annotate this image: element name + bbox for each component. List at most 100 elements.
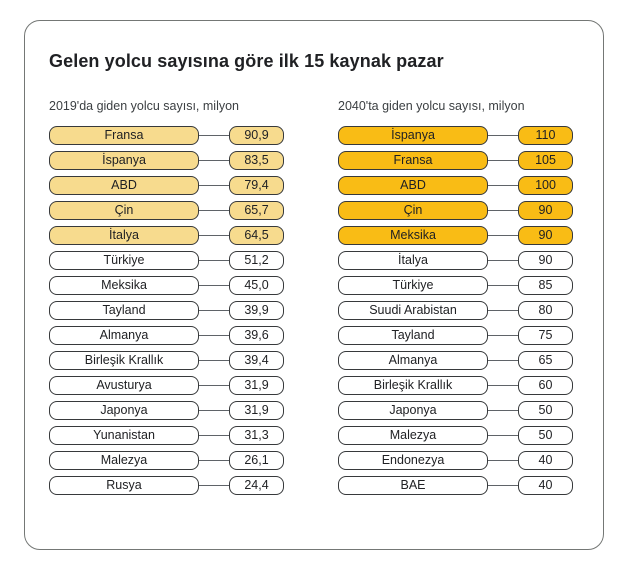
connector-line bbox=[199, 409, 229, 412]
connector-line bbox=[199, 184, 229, 187]
value-box: 64,5 bbox=[229, 226, 284, 245]
value-box: 105 bbox=[518, 151, 573, 170]
connector-line bbox=[199, 284, 229, 287]
value-box: 65,7 bbox=[229, 201, 284, 220]
connector-line bbox=[199, 159, 229, 162]
connector-line bbox=[199, 209, 229, 212]
country-box: Çin bbox=[49, 201, 199, 220]
value-box: 39,6 bbox=[229, 326, 284, 345]
rank-row: Birleşik Krallık 39,4 bbox=[49, 351, 284, 370]
connector-line bbox=[199, 384, 229, 387]
rank-row: İtalya 90 bbox=[338, 251, 573, 270]
country-box: Türkiye bbox=[49, 251, 199, 270]
country-box: BAE bbox=[338, 476, 488, 495]
value-box: 50 bbox=[518, 401, 573, 420]
country-box: Malezya bbox=[338, 426, 488, 445]
country-box: Almanya bbox=[49, 326, 199, 345]
country-box: Endonezya bbox=[338, 451, 488, 470]
connector-line bbox=[199, 359, 229, 362]
value-box: 90 bbox=[518, 251, 573, 270]
connector-line bbox=[199, 434, 229, 437]
country-box: Birleşik Krallık bbox=[49, 351, 199, 370]
connector-line bbox=[488, 309, 518, 312]
value-box: 75 bbox=[518, 326, 573, 345]
rank-row: Rusya 24,4 bbox=[49, 476, 284, 495]
rank-row: Endonezya 40 bbox=[338, 451, 573, 470]
country-box: Suudi Arabistan bbox=[338, 301, 488, 320]
value-box: 85 bbox=[518, 276, 573, 295]
country-box: Malezya bbox=[49, 451, 199, 470]
connector-line bbox=[488, 434, 518, 437]
country-box: İspanya bbox=[49, 151, 199, 170]
country-box: Tayland bbox=[49, 301, 199, 320]
column-2040: 2040'ta giden yolcu sayısı, milyon İspan… bbox=[338, 99, 573, 495]
country-box: Avusturya bbox=[49, 376, 199, 395]
country-box: Tayland bbox=[338, 326, 488, 345]
value-box: 90,9 bbox=[229, 126, 284, 145]
connector-line bbox=[488, 234, 518, 237]
rank-row: Meksika 90 bbox=[338, 226, 573, 245]
rank-row: Fransa 105 bbox=[338, 151, 573, 170]
country-box: İspanya bbox=[338, 126, 488, 145]
rank-row: İspanya 110 bbox=[338, 126, 573, 145]
connector-line bbox=[199, 234, 229, 237]
column-2019-rows: Fransa 90,9 İspanya 83,5 ABD 79,4 Çin 65,7 İtaly… bbox=[49, 126, 284, 495]
connector-line bbox=[488, 209, 518, 212]
connector-line bbox=[199, 459, 229, 462]
connector-line bbox=[488, 159, 518, 162]
connector-line bbox=[488, 484, 518, 487]
value-box: 31,9 bbox=[229, 376, 284, 395]
country-box: Türkiye bbox=[338, 276, 488, 295]
value-box: 31,3 bbox=[229, 426, 284, 445]
rank-row: Çin 90 bbox=[338, 201, 573, 220]
connector-line bbox=[488, 184, 518, 187]
rank-row: Çin 65,7 bbox=[49, 201, 284, 220]
connector-line bbox=[199, 259, 229, 262]
value-box: 65 bbox=[518, 351, 573, 370]
country-box: Japonya bbox=[49, 401, 199, 420]
columns-container: 2019'da giden yolcu sayısı, milyon Frans… bbox=[49, 99, 574, 495]
country-box: Meksika bbox=[338, 226, 488, 245]
country-box: İtalya bbox=[338, 251, 488, 270]
country-box: Almanya bbox=[338, 351, 488, 370]
rank-row: Tayland 75 bbox=[338, 326, 573, 345]
value-box: 40 bbox=[518, 476, 573, 495]
rank-row: Japonya 50 bbox=[338, 401, 573, 420]
rank-row: Türkiye 85 bbox=[338, 276, 573, 295]
value-box: 45,0 bbox=[229, 276, 284, 295]
connector-line bbox=[488, 259, 518, 262]
value-box: 26,1 bbox=[229, 451, 284, 470]
rank-row: Meksika 45,0 bbox=[49, 276, 284, 295]
connector-line bbox=[488, 284, 518, 287]
rank-row: Almanya 65 bbox=[338, 351, 573, 370]
rank-row: Birleşik Krallık 60 bbox=[338, 376, 573, 395]
rank-row: ABD 79,4 bbox=[49, 176, 284, 195]
rank-row: Malezya 26,1 bbox=[49, 451, 284, 470]
value-box: 51,2 bbox=[229, 251, 284, 270]
value-box: 60 bbox=[518, 376, 573, 395]
column-2040-subtitle: 2040'ta giden yolcu sayısı, milyon bbox=[338, 99, 525, 113]
country-box: Meksika bbox=[49, 276, 199, 295]
rank-row: ABD 100 bbox=[338, 176, 573, 195]
column-2040-rows: İspanya 110 Fransa 105 ABD 100 Çin 90 Meksika 90 İ… bbox=[338, 126, 573, 495]
connector-line bbox=[199, 484, 229, 487]
value-box: 83,5 bbox=[229, 151, 284, 170]
connector-line bbox=[488, 459, 518, 462]
value-box: 90 bbox=[518, 201, 573, 220]
value-box: 24,4 bbox=[229, 476, 284, 495]
country-box: Rusya bbox=[49, 476, 199, 495]
country-box: Çin bbox=[338, 201, 488, 220]
value-box: 39,9 bbox=[229, 301, 284, 320]
value-box: 39,4 bbox=[229, 351, 284, 370]
rank-row: Suudi Arabistan 80 bbox=[338, 301, 573, 320]
connector-line bbox=[199, 309, 229, 312]
value-box: 50 bbox=[518, 426, 573, 445]
rank-row: BAE 40 bbox=[338, 476, 573, 495]
rank-row: Japonya 31,9 bbox=[49, 401, 284, 420]
value-box: 31,9 bbox=[229, 401, 284, 420]
connector-line bbox=[488, 409, 518, 412]
country-box: Birleşik Krallık bbox=[338, 376, 488, 395]
rank-row: Yunanistan 31,3 bbox=[49, 426, 284, 445]
country-box: Fransa bbox=[338, 151, 488, 170]
country-box: Fransa bbox=[49, 126, 199, 145]
